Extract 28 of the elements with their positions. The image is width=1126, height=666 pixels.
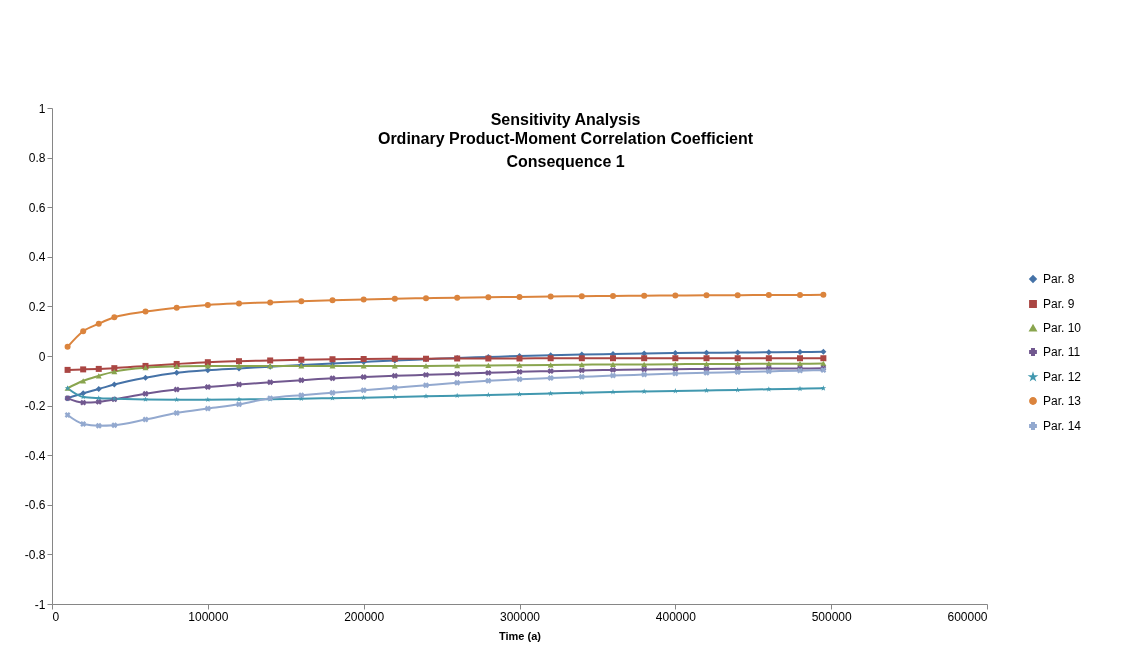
y-tick-label: -0.6 — [24, 498, 46, 513]
y-tick-label: 0.8 — [28, 151, 46, 166]
y-tick-label: -0.8 — [24, 547, 46, 562]
legend-label: Par. 9 — [1043, 297, 1075, 311]
legend-label: Par. 13 — [1043, 394, 1082, 408]
x-axis-title: Time (a) — [499, 629, 542, 642]
x-tick-label: 100000 — [188, 609, 229, 624]
text: Ordinary Product-Moment Correlation Coefficient Consequence 1 — [377, 130, 754, 170]
y-tick-label: -0.2 — [24, 399, 46, 414]
y-tick-label: 0.4 — [28, 250, 46, 265]
y-tick-label: -0.4 — [24, 448, 46, 463]
legend-label: Par. 14 — [1043, 419, 1082, 433]
x-tick-label: 200000 — [344, 609, 385, 624]
x-tick-label: 400000 — [655, 609, 697, 624]
x-tick-label: 600000 — [947, 609, 988, 624]
chart-title: Sensitivity Analysis — [490, 111, 641, 128]
x-tick-label: 500000 — [811, 609, 853, 624]
y-tick-label: -1 — [34, 597, 46, 612]
legend-label: Par. 8 — [1043, 272, 1075, 286]
y-tick-label: 0 — [38, 349, 46, 364]
y-tick-label: 0.6 — [28, 200, 46, 215]
x-tick-label: 300000 — [499, 609, 541, 624]
legend-label: Par. 12 — [1043, 370, 1082, 384]
legend-label: Par. 11 — [1043, 345, 1081, 359]
y-tick-label: 1 — [38, 101, 46, 116]
x-tick-label: 0 — [52, 609, 60, 624]
y-tick-label: 0.2 — [28, 299, 46, 314]
legend-label: Par. 10 — [1043, 321, 1082, 335]
